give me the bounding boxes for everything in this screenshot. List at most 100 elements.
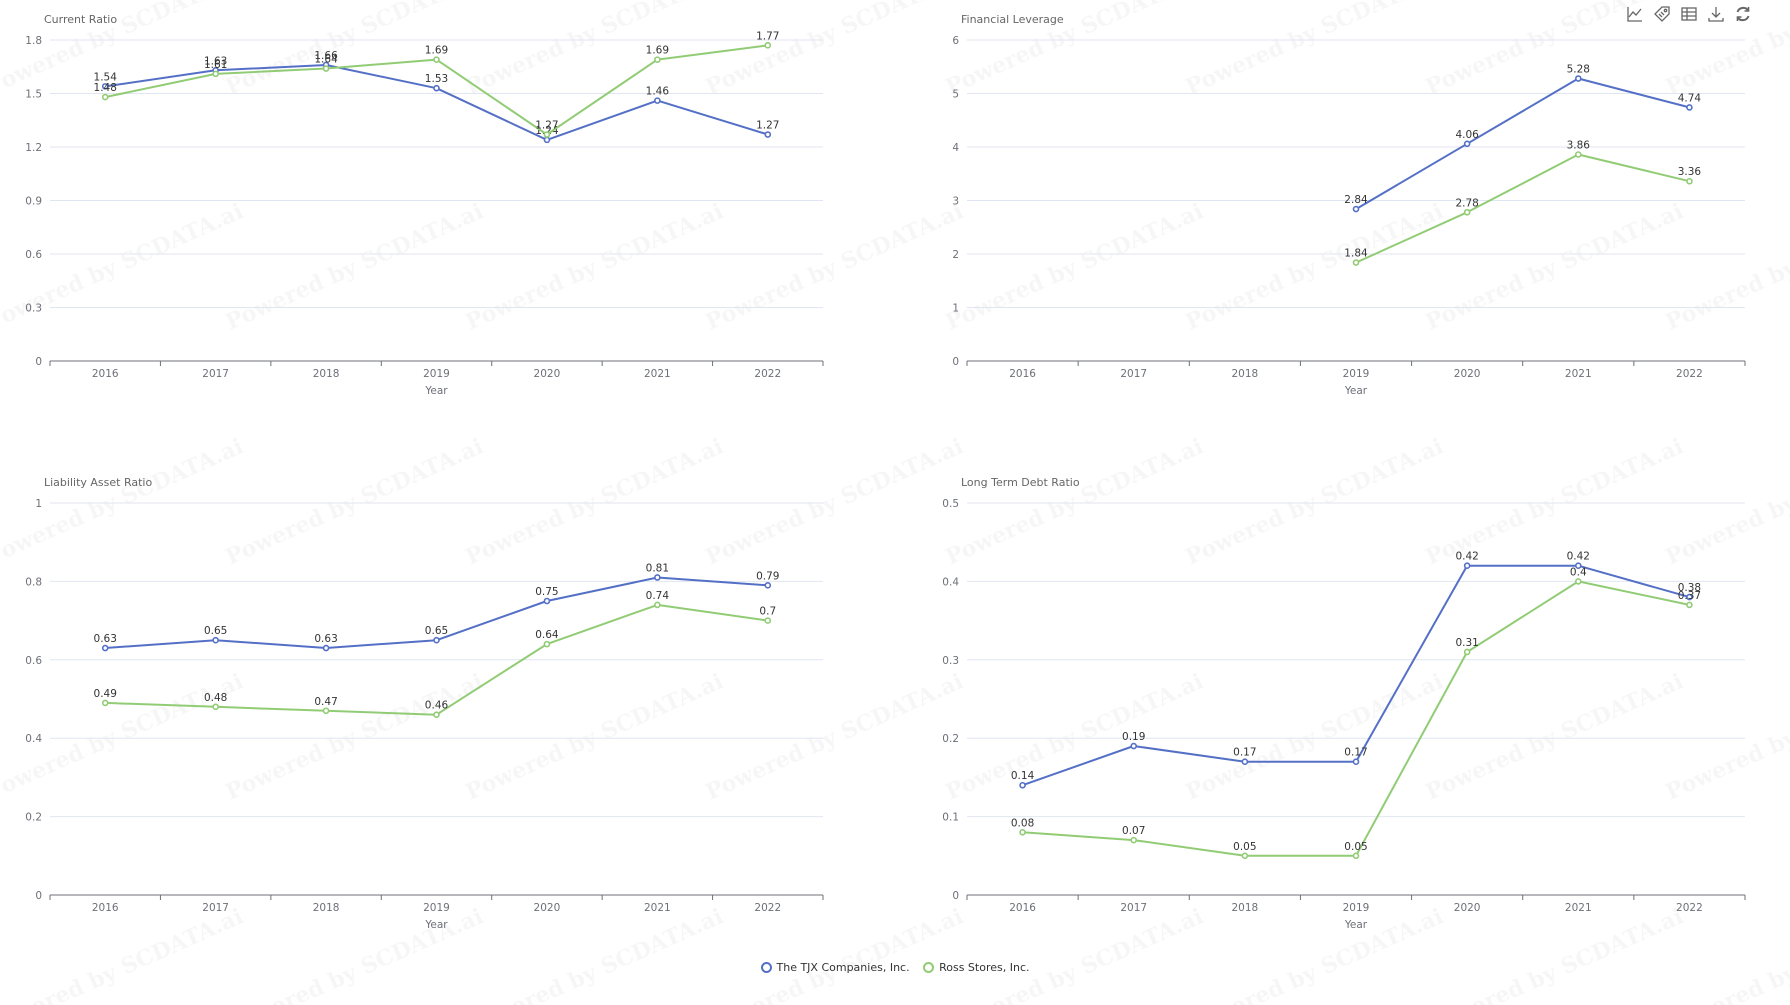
legend-item-ross[interactable]: Ross Stores, Inc. xyxy=(923,961,1030,974)
data-label: 0.17 xyxy=(1233,747,1256,759)
data-label: 1.27 xyxy=(535,120,558,132)
data-label: 1.53 xyxy=(425,73,448,85)
series-ross: 1.84 2.78 3.86 3.36 xyxy=(1344,139,1701,266)
legend-label: The TJX Companies, Inc. xyxy=(776,961,910,974)
data-point[interactable] xyxy=(433,56,440,63)
data-view-icon[interactable] xyxy=(1680,5,1698,23)
y-tick-label: 0.4 xyxy=(942,576,959,588)
data-label: 5.28 xyxy=(1567,64,1590,76)
data-point[interactable] xyxy=(1463,140,1471,148)
data-label: 1.66 xyxy=(314,50,338,62)
data-point[interactable] xyxy=(654,56,661,63)
data-label: 0.08 xyxy=(1011,817,1034,829)
y-tick-label: 1.8 xyxy=(25,35,42,47)
data-point[interactable] xyxy=(764,617,772,624)
x-tick-label: 2022 xyxy=(754,368,781,380)
data-point[interactable] xyxy=(1019,828,1026,836)
series-line xyxy=(1355,77,1690,210)
y-tick-label: 0.9 xyxy=(25,196,42,208)
legend-label: Ross Stores, Inc. xyxy=(939,961,1030,974)
data-point[interactable] xyxy=(543,136,551,144)
x-tick-label: 2016 xyxy=(1009,368,1036,380)
data-point[interactable] xyxy=(1352,259,1360,266)
data-label: 1.61 xyxy=(204,59,227,71)
data-point[interactable] xyxy=(1241,852,1249,860)
data-point[interactable] xyxy=(654,97,661,104)
x-tick-label: 2017 xyxy=(202,368,229,380)
y-tick-label: 0.4 xyxy=(25,733,42,745)
data-label: 2.78 xyxy=(1455,197,1478,209)
data-point[interactable] xyxy=(1463,562,1471,570)
data-point[interactable] xyxy=(764,582,772,589)
data-point[interactable] xyxy=(1574,578,1582,585)
data-point[interactable] xyxy=(1463,208,1471,216)
y-tick-label: 1 xyxy=(35,498,42,510)
data-label: 0.14 xyxy=(1011,770,1035,782)
data-point[interactable] xyxy=(543,640,551,648)
data-label: 0.49 xyxy=(94,688,117,700)
data-point[interactable] xyxy=(1352,852,1360,860)
data-point[interactable] xyxy=(433,711,440,718)
data-point[interactable] xyxy=(212,703,219,711)
data-point[interactable] xyxy=(322,707,330,715)
data-label: 2.84 xyxy=(1344,194,1368,206)
data-point[interactable] xyxy=(1686,601,1693,609)
x-tick-label: 2021 xyxy=(1565,368,1592,380)
chart-title: Long Term Debt Ratio xyxy=(961,476,1080,489)
data-label: 0.4 xyxy=(1570,566,1587,578)
series-tjx: 0.14 0.19 0.17 0.17 0.42 0.42 0.38 xyxy=(1011,551,1701,789)
data-point[interactable] xyxy=(764,42,772,49)
data-point[interactable] xyxy=(212,636,219,644)
line-chart-icon[interactable] xyxy=(1626,5,1644,23)
data-point[interactable] xyxy=(543,131,551,138)
y-tick-label: 0.8 xyxy=(25,576,42,588)
data-point[interactable] xyxy=(1574,151,1582,158)
data-point[interactable] xyxy=(654,574,661,581)
data-point[interactable] xyxy=(543,597,551,605)
data-point[interactable] xyxy=(1241,758,1249,766)
data-point[interactable] xyxy=(322,644,330,652)
data-label: 1.84 xyxy=(1344,248,1368,260)
data-point[interactable] xyxy=(212,70,219,78)
legend-item-tjx[interactable]: The TJX Companies, Inc. xyxy=(760,961,910,974)
data-point[interactable] xyxy=(433,84,440,92)
data-point[interactable] xyxy=(1019,781,1026,789)
x-tick-label: 2020 xyxy=(534,368,561,380)
data-point[interactable] xyxy=(101,83,109,90)
data-label: 0.17 xyxy=(1344,747,1367,759)
tag-icon[interactable] xyxy=(1653,5,1671,23)
x-tick-label: 2017 xyxy=(202,902,229,914)
data-point[interactable] xyxy=(1686,104,1693,111)
y-tick-label: 0.2 xyxy=(942,733,959,745)
y-tick-label: 6 xyxy=(952,35,959,47)
data-label: 1.24 xyxy=(535,125,559,137)
data-point[interactable] xyxy=(1130,836,1138,844)
chart-financial-leverage: Financial Leverage 0 1 2 3 4 5 6 2016 2017 2018 201… xyxy=(952,13,1746,397)
x-axis-title: Year xyxy=(1344,919,1368,931)
y-tick-label: 0.3 xyxy=(942,655,959,667)
data-point[interactable] xyxy=(1574,562,1582,570)
data-point[interactable] xyxy=(654,601,661,609)
data-point[interactable] xyxy=(1574,75,1582,82)
data-point[interactable] xyxy=(101,93,109,101)
data-point[interactable] xyxy=(764,131,772,138)
y-tick-label: 1.2 xyxy=(25,142,42,154)
series-ross: 0.49 0.48 0.47 0.46 0.64 0.74 0.7 xyxy=(94,590,776,718)
data-point[interactable] xyxy=(1352,758,1360,766)
data-point[interactable] xyxy=(1686,177,1693,185)
data-label: 0.7 xyxy=(759,606,776,618)
data-point[interactable] xyxy=(1352,205,1360,213)
x-tick-label: 2016 xyxy=(92,902,119,914)
refresh-icon[interactable] xyxy=(1734,5,1752,23)
data-label: 0.63 xyxy=(314,633,337,645)
x-axis-title: Year xyxy=(424,919,448,931)
data-point[interactable] xyxy=(101,644,109,652)
data-point[interactable] xyxy=(1463,648,1471,656)
data-point[interactable] xyxy=(1130,742,1138,750)
data-point[interactable] xyxy=(433,636,440,644)
data-point[interactable] xyxy=(101,699,109,707)
data-point[interactable] xyxy=(322,65,330,72)
data-point[interactable] xyxy=(1686,593,1693,601)
download-icon[interactable] xyxy=(1707,5,1725,23)
